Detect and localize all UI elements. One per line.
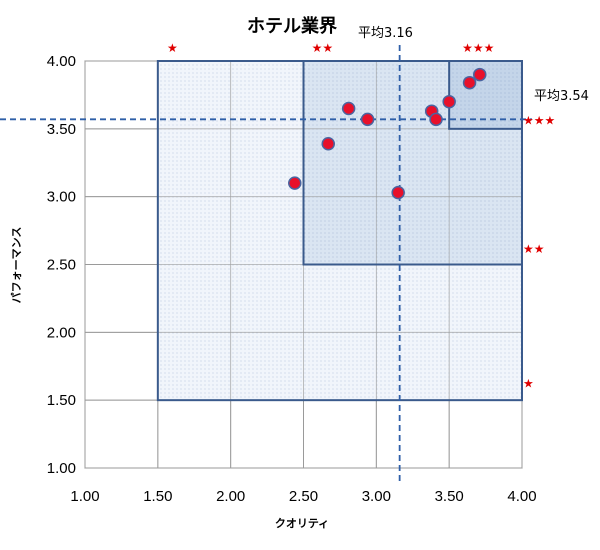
zones xyxy=(84,60,523,469)
data-point xyxy=(391,185,405,200)
x-tick-label: 1.50 xyxy=(143,488,172,505)
data-points xyxy=(288,67,487,200)
data-point xyxy=(442,94,456,109)
star-label-top: ★★ xyxy=(312,41,334,55)
star-label-right: ★★ xyxy=(523,242,545,256)
average-lines xyxy=(0,45,532,485)
x-axis-label: クオリティ xyxy=(275,517,329,530)
y-tick-label: 3.50 xyxy=(47,121,76,138)
y-tick-label: 1.00 xyxy=(47,460,76,477)
y-tick-label: 3.00 xyxy=(47,189,76,206)
x-average-label: 平均3.16 xyxy=(358,26,413,41)
tick-labels: 1.00 1.50 2.00 2.50 3.00 3.50 4.00 1.00 1.50 2.00… xyxy=(47,53,537,505)
chart-title: ホテル業界 xyxy=(247,15,337,37)
star-labels: ★ ★★ ★★★★★★★★★ xyxy=(167,41,555,391)
y-tick-label: 4.00 xyxy=(47,53,76,70)
y-average-label: 平均3.54 xyxy=(534,89,589,104)
x-tick-label: 1.00 xyxy=(70,488,99,505)
x-tick-label: 2.00 xyxy=(216,488,245,505)
star-label-top: ★★★ xyxy=(462,41,494,55)
x-tick-label: 4.00 xyxy=(507,488,536,505)
data-point xyxy=(429,112,443,127)
star-label-right: ★★★ xyxy=(523,113,555,127)
star-label-top: ★ xyxy=(167,41,178,55)
data-point xyxy=(360,112,375,127)
data-point xyxy=(473,67,487,82)
data-point xyxy=(288,176,302,190)
x-tick-label: 2.50 xyxy=(289,488,318,505)
y-tick-label: 1.50 xyxy=(47,392,76,409)
x-tick-label: 3.00 xyxy=(362,488,391,505)
data-point xyxy=(341,101,356,116)
zone-border-3 xyxy=(448,60,523,130)
x-tick-label: 3.50 xyxy=(435,488,464,505)
y-tick-label: 2.00 xyxy=(47,324,76,341)
zone-border-2 xyxy=(302,60,523,266)
star-label-right: ★ xyxy=(523,377,534,391)
data-point xyxy=(321,137,336,151)
y-tick-label: 2.50 xyxy=(47,257,76,274)
y-axis-label: パフォーマンス xyxy=(10,227,23,304)
data-point xyxy=(462,75,477,90)
